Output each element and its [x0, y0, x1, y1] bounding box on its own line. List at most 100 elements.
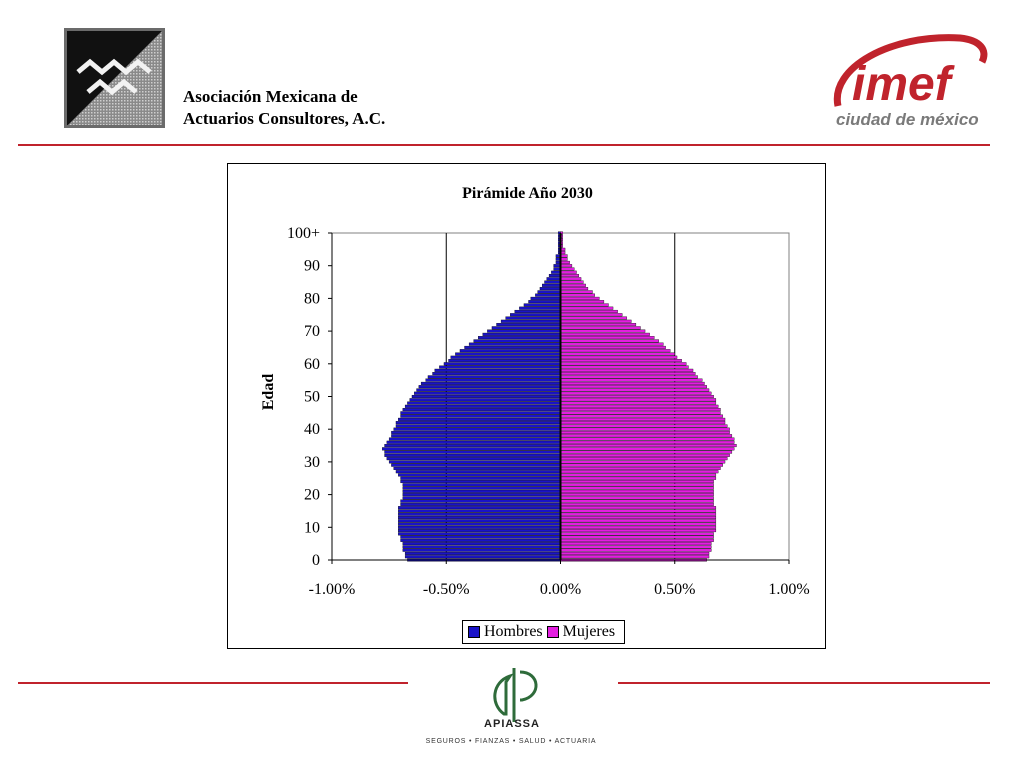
footer-divider-left [18, 682, 408, 684]
bar-hombres-age-84 [542, 283, 561, 287]
bar-mujeres-age-73 [560, 319, 632, 323]
bar-hombres-age-54 [420, 381, 561, 385]
amac-logo [64, 28, 165, 128]
bar-mujeres-age-57 [560, 372, 696, 376]
bar-mujeres-age-23 [560, 483, 714, 487]
bar-hombres-age-49 [409, 398, 561, 402]
bar-mujeres-age-53 [560, 385, 707, 389]
y-tick-label-3: 30 [304, 454, 320, 471]
bar-hombres-age-51 [414, 391, 561, 395]
bar-mujeres-age-60 [560, 362, 687, 366]
bar-hombres-age-21 [402, 489, 561, 493]
legend-label-hombres: Hombres [484, 623, 543, 640]
bar-hombres-age-71 [491, 326, 561, 330]
bar-hombres-age-15 [398, 509, 561, 513]
bar-hombres-age-60 [443, 362, 561, 366]
bar-mujeres-age-2 [560, 551, 710, 555]
bar-mujeres-age-59 [560, 365, 689, 369]
bar-mujeres-age-93 [560, 254, 568, 258]
bar-mujeres-age-44 [560, 414, 723, 418]
bar-hombres-age-62 [450, 355, 561, 359]
bar-hombres-age-10 [398, 525, 561, 529]
bar-hombres-age-81 [535, 293, 561, 297]
bar-mujeres-age-10 [560, 525, 717, 529]
x-tick-label-3: 0.50% [654, 581, 695, 598]
bar-hombres-age-68 [478, 336, 561, 340]
bar-mujeres-age-5 [560, 542, 712, 546]
bar-mujeres-age-17 [560, 502, 714, 506]
bar-hombres-age-79 [528, 300, 561, 304]
bar-mujeres-age-32 [560, 453, 730, 457]
org-name-line1: Asociación Mexicana de [183, 87, 358, 106]
org-name-line2: Actuarios Consultores, A.C. [183, 109, 386, 128]
bar-mujeres-age-26 [560, 473, 717, 477]
legend-item-hombres: Hombres [468, 623, 543, 641]
bar-hombres-age-57 [432, 372, 561, 376]
bar-hombres-age-76 [514, 309, 561, 313]
bar-mujeres-age-22 [560, 486, 714, 490]
bar-hombres-age-37 [388, 437, 561, 441]
bar-hombres-age-59 [439, 365, 561, 369]
bar-mujeres-age-87 [560, 273, 579, 278]
bar-hombres-age-29 [391, 463, 561, 467]
bar-hombres-age-86 [546, 277, 561, 281]
y-tick-label-7: 70 [304, 323, 320, 340]
bar-hombres-age-8 [398, 532, 561, 536]
bar-hombres-age-23 [402, 483, 561, 487]
y-tick-label-0: 0 [312, 552, 320, 569]
bar-hombres-age-53 [418, 385, 561, 389]
bar-mujeres-age-47 [560, 404, 719, 408]
bar-hombres-age-58 [434, 368, 561, 372]
bar-hombres-age-14 [398, 512, 561, 516]
bar-mujeres-age-84 [560, 283, 586, 287]
imef-city: ciudad de méxico [836, 110, 979, 129]
apiassa-brand: APIASSA [484, 718, 540, 730]
bar-hombres-age-44 [400, 414, 561, 418]
bar-mujeres-age-86 [560, 277, 582, 281]
bar-mujeres-age-79 [560, 300, 605, 304]
bar-mujeres-age-78 [560, 303, 609, 307]
bar-hombres-age-73 [500, 319, 561, 323]
bar-mujeres-age-1 [560, 555, 710, 559]
bar-hombres-age-45 [400, 411, 561, 415]
apiassa-tagline: SEGUROS • FIANZAS • SALUD • ACTUARIA [425, 738, 597, 745]
x-tick-label-4: 1.00% [768, 581, 809, 598]
bar-mujeres-age-63 [560, 352, 675, 356]
bar-hombres-age-55 [425, 378, 561, 382]
bar-hombres-age-5 [402, 542, 561, 546]
bar-hombres-age-40 [393, 427, 561, 431]
bar-hombres-age-30 [388, 460, 561, 464]
bar-hombres-age-52 [416, 388, 561, 392]
chart-title: Pirámide Año 2030 [462, 185, 593, 202]
bar-mujeres-age-83 [560, 287, 589, 291]
y-axis-label: Edad [260, 373, 277, 411]
bar-mujeres-age-42 [560, 421, 726, 425]
bar-mujeres-age-55 [560, 378, 703, 382]
bar-mujeres-age-61 [560, 359, 682, 363]
bar-hombres-age-75 [510, 313, 561, 317]
bar-mujeres-age-46 [560, 408, 721, 412]
bar-mujeres-age-29 [560, 463, 723, 467]
bar-hombres-age-43 [398, 417, 561, 421]
bar-mujeres-age-92 [560, 257, 568, 261]
bar-hombres-age-31 [386, 457, 561, 461]
bar-hombres-age-46 [402, 408, 561, 412]
bar-hombres-age-4 [402, 545, 561, 549]
bar-mujeres-age-88 [560, 270, 577, 274]
bar-mujeres-age-16 [560, 506, 717, 510]
x-tick-label-2: 0.00% [540, 581, 581, 598]
bar-hombres-age-22 [402, 486, 561, 490]
bar-mujeres-age-35 [560, 444, 737, 448]
imef-word: imef [852, 58, 955, 111]
bar-mujeres-age-72 [560, 323, 637, 327]
bar-mujeres-age-80 [560, 296, 600, 300]
bar-mujeres-age-89 [560, 267, 575, 271]
y-tick-label-4: 40 [304, 421, 320, 438]
bar-hombres-age-27 [395, 470, 561, 474]
bar-mujeres-age-66 [560, 342, 664, 346]
bar-mujeres-age-74 [560, 316, 627, 320]
legend-item-mujeres: Mujeres [546, 623, 615, 641]
bar-hombres-age-64 [459, 349, 561, 353]
bar-hombres-age-56 [427, 375, 561, 379]
chart-legend: Hombres Mujeres [462, 620, 626, 644]
